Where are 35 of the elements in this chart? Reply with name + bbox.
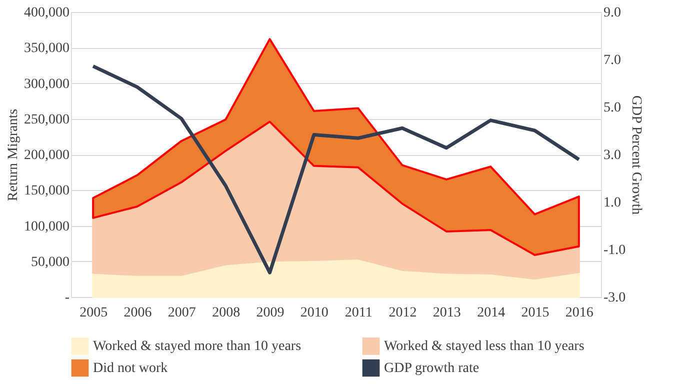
x-tick-label: 2014 [477,306,506,320]
y-tick-label: 50,000 [31,254,70,270]
y2-tick-label: 1.0 [604,196,621,210]
legend-label: Worked & stayed more than 10 years [93,339,302,354]
y-tick-label: 250,000 [24,112,70,128]
y-tick-label: 400,000 [24,6,70,20]
y2-tick-label: 3.0 [604,148,621,163]
y-tick-label: - [64,290,70,306]
y-tick-label: 350,000 [24,41,70,56]
y2-tick-label: 7.0 [604,53,621,68]
legend-label: Worked & stayed less than 10 years [384,339,584,354]
x-tick-label: 2009 [256,306,284,320]
line-series [91,64,581,274]
y2-tick-label: -1.0 [604,243,626,258]
legend-label: GDP growth rate [384,361,480,376]
x-tick-label: 2013 [432,306,461,320]
x-tick-label: 2011 [344,306,372,320]
legend-label: Did not work [93,361,168,376]
x-tick-label: 2015 [521,306,550,320]
y-tick-label: 100,000 [24,219,70,234]
y2-tick-label: 9.0 [604,6,621,20]
x-tick-label: 2007 [168,306,196,320]
x-tick-label: 2006 [124,306,152,320]
x-tick-label: 2012 [388,306,417,320]
y2-tick-label: -3.0 [604,290,626,306]
y-tick-label: 200,000 [24,148,70,163]
x-tick-label: 2005 [80,306,108,320]
x-tick-label: 2010 [300,306,328,320]
y-tick-label: 300,000 [24,76,70,92]
y-tick-label: 150,000 [24,184,70,199]
x-tick-label: 2008 [212,306,240,320]
y-axis-title: Return Migrants [6,108,21,202]
y2-axis-title: GDP Percent Growth [628,95,644,215]
x-tick-label: 2016 [565,306,594,320]
y2-tick-label: 5.0 [604,100,621,116]
